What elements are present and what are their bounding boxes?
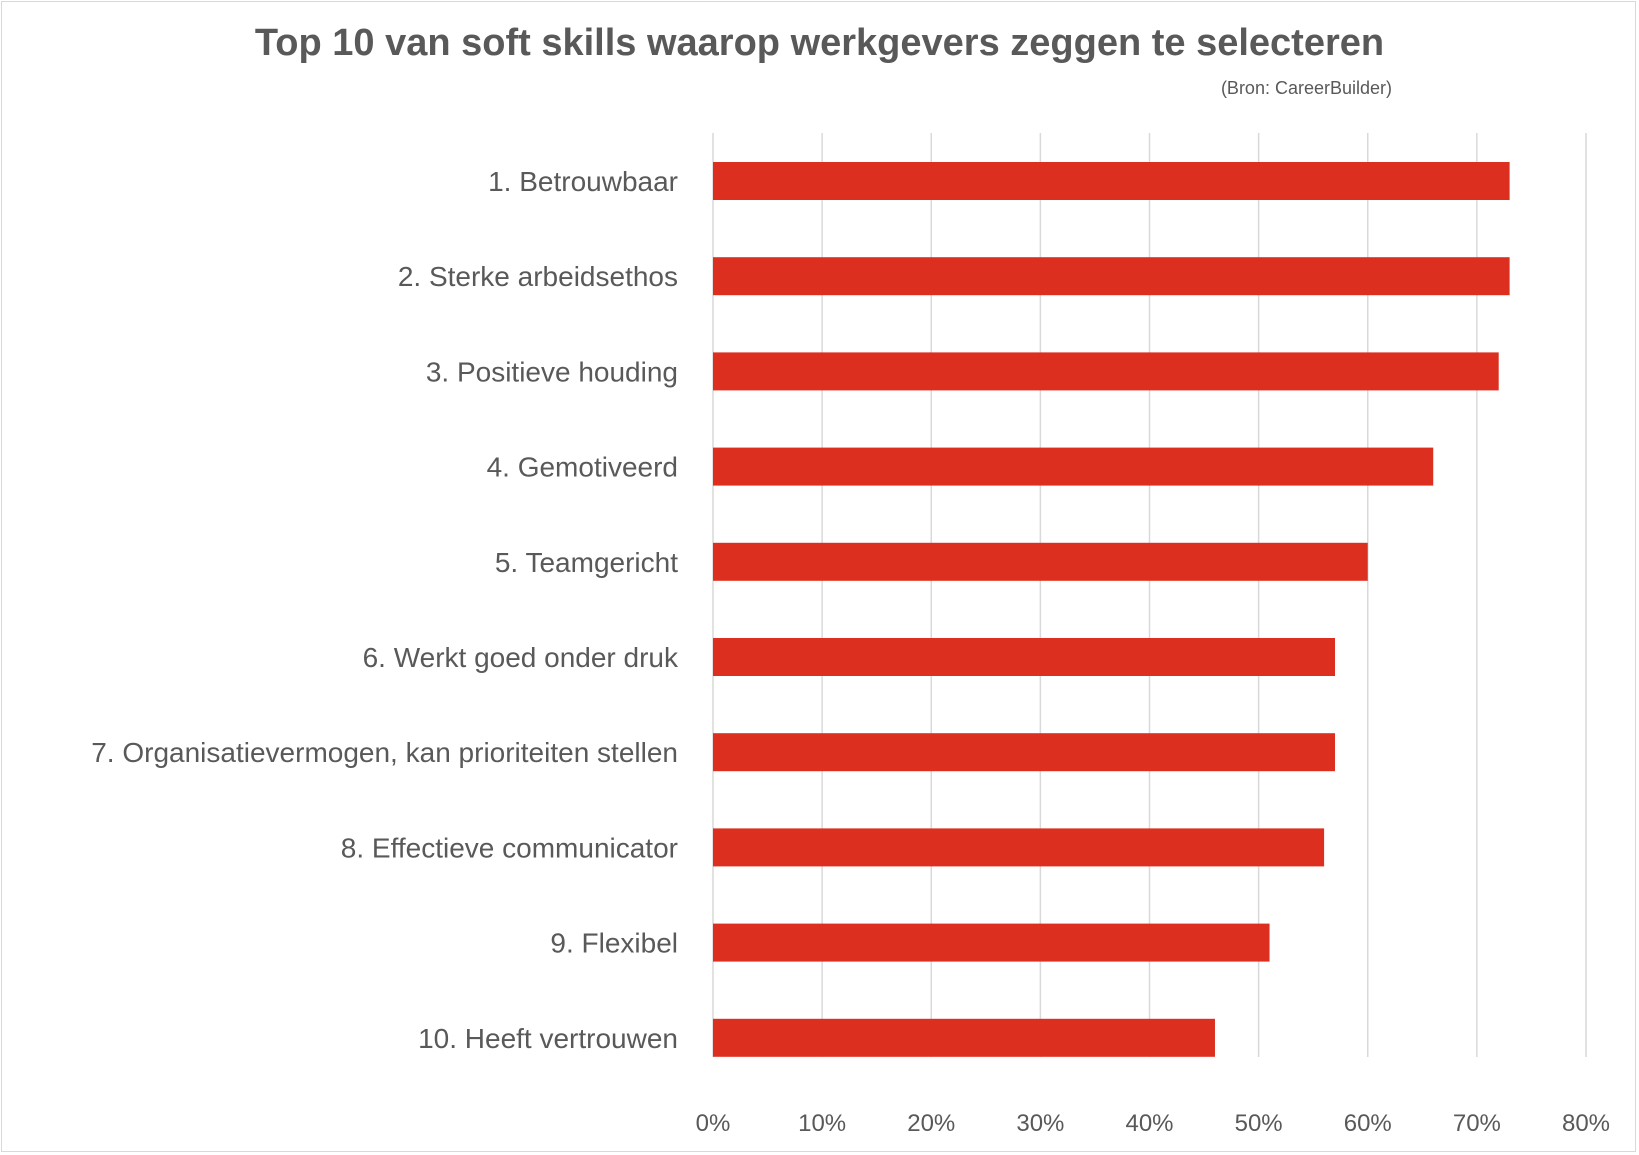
category-label: 10. Heeft vertrouwen [418, 1023, 678, 1054]
bar [713, 733, 1336, 772]
bar [713, 352, 1499, 391]
x-tick-label: 20% [907, 1110, 955, 1137]
bars [713, 162, 1510, 1057]
category-label: 2. Sterke arbeidsethos [398, 261, 678, 292]
x-tick-label: 80% [1562, 1110, 1610, 1137]
bar [713, 447, 1434, 486]
bar [713, 162, 1510, 200]
chart-subtitle: (Bron: CareerBuilder) [1220, 78, 1392, 98]
x-tick-label: 60% [1344, 1110, 1392, 1137]
x-tick-label: 0% [696, 1110, 731, 1137]
bar [713, 1018, 1215, 1057]
category-label: 5. Teamgericht [495, 547, 678, 578]
bar [713, 923, 1270, 962]
category-label: 3. Positieve houding [426, 356, 678, 387]
x-tick-label: 40% [1125, 1110, 1173, 1137]
bar [713, 542, 1368, 581]
bar [713, 828, 1325, 867]
bar [713, 257, 1510, 296]
category-label: 8. Effectieve communicator [341, 832, 678, 863]
category-label: 6. Werkt goed onder druk [363, 642, 679, 673]
category-label: 7. Organisatievermogen, kan prioriteiten… [91, 737, 678, 768]
x-tick-label: 30% [1016, 1110, 1064, 1137]
bar [713, 638, 1336, 676]
category-label: 9. Flexibel [550, 928, 678, 959]
x-tick-label: 10% [798, 1110, 846, 1137]
x-tick-label: 50% [1235, 1110, 1283, 1137]
category-label: 4. Gemotiveerd [487, 452, 678, 483]
x-tick-label: 70% [1453, 1110, 1501, 1137]
x-axis-tick-labels: 0% 10% 20% 30% 40% 50% 60% 70% 80% [696, 1110, 1610, 1137]
chart-title: Top 10 van soft skills waarop werkgevers… [254, 22, 1385, 64]
category-labels: 1. Betrouwbaar 2. Sterke arbeidsethos 3. P… [91, 166, 679, 1054]
category-label: 1. Betrouwbaar [488, 166, 678, 197]
